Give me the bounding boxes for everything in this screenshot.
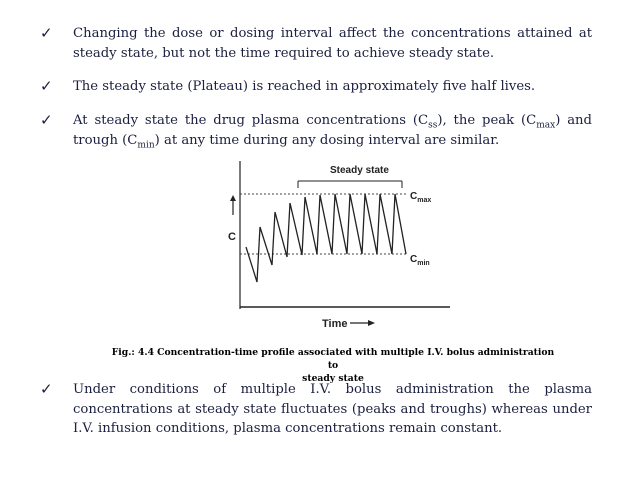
y-arrow-icon <box>230 195 236 215</box>
bullet-2-text: The steady state (Plateau) is reached in… <box>73 79 536 94</box>
bullet-2: ✓ The steady state (Plateau) is reached … <box>40 77 592 97</box>
caption-line-2: steady state <box>302 373 364 384</box>
cmax-label: Cmax <box>410 191 431 204</box>
bullet-1-text: Changing the dose or dosing interval aff… <box>73 26 592 61</box>
concentration-time-figure: Steady state C Cmax Cmin Time <box>228 161 450 330</box>
figure-caption: Fig.: 4.4 Concentration-time profile ass… <box>110 346 556 385</box>
bullet-3-text: At steady state the drug plasma concentr… <box>73 113 592 151</box>
steady-state-bracket <box>297 180 403 188</box>
check-icon: ✓ <box>40 24 53 42</box>
check-icon: ✓ <box>40 380 53 398</box>
steady-state-label: Steady state <box>330 165 389 176</box>
bullet-3: ✓ At steady state the drug plasma concen… <box>40 111 592 150</box>
bullet-1: ✓ Changing the dose or dosing interval a… <box>40 24 592 63</box>
caption-line-1: Fig.: 4.4 Concentration-time profile ass… <box>111 347 555 371</box>
check-icon: ✓ <box>40 77 53 95</box>
x-arrow-icon <box>350 320 375 326</box>
check-icon: ✓ <box>40 111 53 129</box>
y-axis-label: C <box>228 231 236 243</box>
bullet-4-text: Under conditions of multiple I.V. bolus … <box>73 382 592 436</box>
x-axis-label: Time <box>322 318 347 330</box>
concentration-curve <box>245 193 407 283</box>
bullet-4: ✓ Under conditions of multiple I.V. bolu… <box>40 380 592 439</box>
cmin-label: Cmin <box>410 254 430 267</box>
